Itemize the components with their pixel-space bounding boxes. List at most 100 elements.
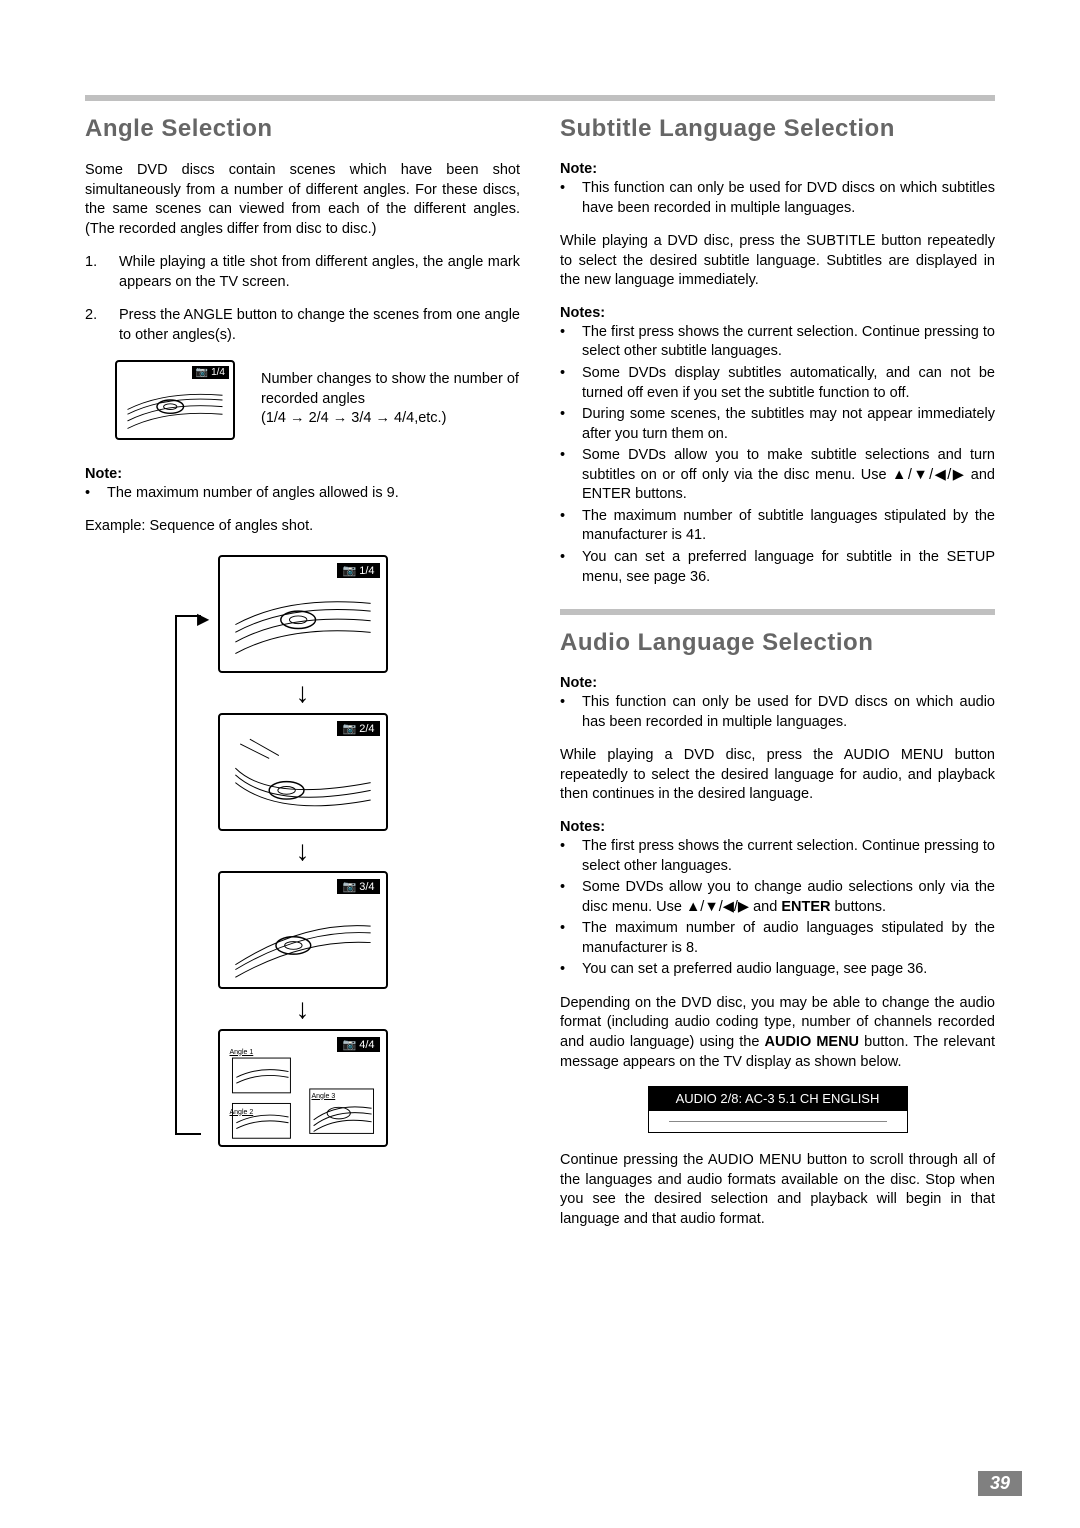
seq-badge: 📷 3/4 xyxy=(337,879,379,894)
notes-heading: Notes: xyxy=(560,819,995,835)
mini-angle-label: Angle 1 xyxy=(230,1049,254,1056)
audio-notes-list: •The first press shows the current selec… xyxy=(560,837,995,980)
top-rule xyxy=(85,95,995,101)
badge-text: 3/4 xyxy=(359,881,374,893)
seq-frame: 📷 1/4 xyxy=(218,555,388,673)
note-text: The maximum number of angles allowed is … xyxy=(107,484,520,504)
badge-text: 2/4 xyxy=(359,723,374,735)
bullet-icon: • xyxy=(560,919,582,958)
seq-frame: 📷 2/4 xyxy=(218,713,388,831)
down-arrow-icon: ↓ xyxy=(296,837,310,865)
note-item: • This function can only be used for DVD… xyxy=(560,693,995,732)
osd-tray-icon xyxy=(648,1111,908,1133)
seq-frag: 4/4,etc.) xyxy=(394,410,446,426)
bullet-icon: • xyxy=(560,878,582,917)
angle-note-list: • The maximum number of angles allowed i… xyxy=(85,484,520,504)
tv-sketch-icon: 📷 1/4 xyxy=(115,360,235,440)
seq-badge: 📷 4/4 xyxy=(337,1037,379,1052)
note-text: During some scenes, the subtitles may no… xyxy=(582,405,995,444)
sequence-stack: 📷 1/4 ↓ 📷 2/4 xyxy=(85,555,520,1147)
angle-badge: 📷 1/4 xyxy=(192,366,229,379)
angle-step: 2. Press the ANGLE button to change the … xyxy=(85,306,520,345)
note-item: •Some DVDs allow you to change audio sel… xyxy=(560,878,995,917)
note-text: The first press shows the current select… xyxy=(582,323,995,362)
seq-frame: 📷 4/4 Angle 1 Angle 2 Angle 3 xyxy=(218,1029,388,1147)
audio-para: While playing a DVD disc, press the AUDI… xyxy=(560,746,995,805)
note-heading: Note: xyxy=(560,161,995,177)
note-text: Some DVDs display subtitles automaticall… xyxy=(582,364,995,403)
note-item: •The maximum number of subtitle language… xyxy=(560,507,995,546)
bullet-icon: • xyxy=(560,405,582,444)
audio-para2: Depending on the DVD disc, you may be ab… xyxy=(560,994,995,1072)
angle-step: 1. While playing a title shot from diffe… xyxy=(85,253,520,292)
note-text-inner: Some DVDs allow you to change audio sele… xyxy=(582,879,995,915)
seq-frame: 📷 3/4 xyxy=(218,871,388,989)
note-text: The maximum number of audio languages st… xyxy=(582,919,995,958)
bullet-icon: • xyxy=(560,323,582,362)
note-item: •You can set a preferred audio language,… xyxy=(560,960,995,980)
bullet-icon: • xyxy=(560,548,582,587)
subtitle-para: While playing a DVD disc, press the SUBT… xyxy=(560,232,995,291)
loopback-line-icon xyxy=(175,615,201,1135)
subtitle-heading: Subtitle Language Selection xyxy=(560,115,995,143)
badge-text: 4/4 xyxy=(359,1039,374,1051)
note-text: Some DVDs allow you to change audio sele… xyxy=(582,878,995,917)
note-text: You can set a preferred audio language, … xyxy=(582,960,995,980)
note-text: Some DVDs allow you to make subtitle sel… xyxy=(582,446,995,505)
bullet-icon: • xyxy=(560,693,582,732)
angle-intro: Some DVD discs contain scenes which have… xyxy=(85,161,520,239)
mid-rule xyxy=(560,609,995,615)
step-text: Press the ANGLE button to change the sce… xyxy=(119,306,520,345)
seq-frag: 3/4 xyxy=(351,410,371,426)
audio-osd-illustration: AUDIO 2/8: AC-3 5.1 CH ENGLISH xyxy=(648,1086,908,1133)
bullet-icon: • xyxy=(560,960,582,980)
angle-sequence-text: (1/4 → 2/4 → 3/4 → 4/4,etc.) xyxy=(261,410,446,426)
bullet-icon: • xyxy=(560,507,582,546)
note-text: This function can only be used for DVD d… xyxy=(582,179,995,218)
page-number: 39 xyxy=(978,1471,1022,1496)
note-item: •During some scenes, the subtitles may n… xyxy=(560,405,995,444)
loopback-arrowhead-icon: ▶ xyxy=(197,609,209,629)
badge-text: 1/4 xyxy=(211,367,225,378)
note-heading: Note: xyxy=(85,466,520,482)
mini-angle-label: Angle 2 xyxy=(230,1109,254,1116)
note-item: •Some DVDs display subtitles automatical… xyxy=(560,364,995,403)
bullet-icon: • xyxy=(560,446,582,505)
note-text: The first press shows the current select… xyxy=(582,837,995,876)
note-text: The maximum number of subtitle languages… xyxy=(582,507,995,546)
note-heading: Note: xyxy=(560,675,995,691)
seq-frag: (1/4 xyxy=(261,410,286,426)
step-number: 1. xyxy=(85,253,119,292)
osd-bar: AUDIO 2/8: AC-3 5.1 CH ENGLISH xyxy=(648,1086,908,1111)
down-arrow-icon: ↓ xyxy=(296,679,310,707)
note-text: You can set a preferred language for sub… xyxy=(582,548,995,587)
audio-note-list: • This function can only be used for DVD… xyxy=(560,693,995,732)
audio-heading: Audio Language Selection xyxy=(560,629,995,657)
notes-heading: Notes: xyxy=(560,305,995,321)
angle-side-line1: Number changes to show the number of rec… xyxy=(261,371,519,407)
angle-steps: 1. While playing a title shot from diffe… xyxy=(85,253,520,345)
bullet-icon: • xyxy=(560,837,582,876)
note-item: •The maximum number of audio languages s… xyxy=(560,919,995,958)
bullet-icon: • xyxy=(560,364,582,403)
angle-illustration-row: 📷 1/4 Number changes to show the number … xyxy=(115,360,520,440)
angle-sequence-diagram: 📷 1/4 ↓ 📷 2/4 xyxy=(85,555,520,1147)
example-line: Example: Sequence of angles shot. xyxy=(85,517,520,537)
note-item: •You can set a preferred language for su… xyxy=(560,548,995,587)
audio-para3: Continue pressing the AUDIO MENU button … xyxy=(560,1151,995,1229)
subtitle-notes-list: •The first press shows the current selec… xyxy=(560,323,995,587)
left-column: Angle Selection Some DVD discs contain s… xyxy=(85,115,520,1229)
note-item: •The first press shows the current selec… xyxy=(560,837,995,876)
bullet-icon: • xyxy=(85,484,107,504)
note-item: • This function can only be used for DVD… xyxy=(560,179,995,218)
seq-badge: 📷 2/4 xyxy=(337,721,379,736)
note-item: •The first press shows the current selec… xyxy=(560,323,995,362)
seq-frag: 2/4 xyxy=(309,410,329,426)
subtitle-note-list: • This function can only be used for DVD… xyxy=(560,179,995,218)
note-text: This function can only be used for DVD d… xyxy=(582,693,995,732)
mini-angle-label: Angle 3 xyxy=(312,1093,336,1100)
para-bold: AUDIO MENU xyxy=(765,1034,860,1050)
two-column-layout: Angle Selection Some DVD discs contain s… xyxy=(85,115,995,1229)
step-text: While playing a title shot from differen… xyxy=(119,253,520,292)
angle-heading: Angle Selection xyxy=(85,115,520,143)
